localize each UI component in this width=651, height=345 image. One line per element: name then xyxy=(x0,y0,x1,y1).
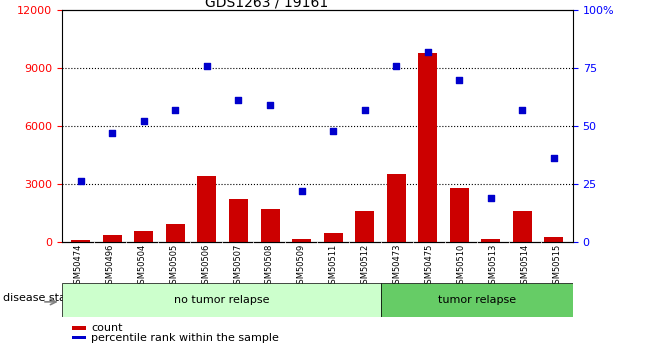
Bar xyxy=(544,237,563,242)
Text: no tumor relapse: no tumor relapse xyxy=(174,295,270,305)
Text: GSM50475: GSM50475 xyxy=(424,244,434,289)
Bar xyxy=(134,231,154,241)
Point xyxy=(486,195,496,200)
Text: GSM50507: GSM50507 xyxy=(233,244,242,289)
Point xyxy=(391,63,402,69)
Point xyxy=(517,107,527,112)
Bar xyxy=(513,211,532,241)
Bar xyxy=(197,176,216,242)
Bar xyxy=(292,239,311,241)
Bar xyxy=(450,188,469,241)
Text: GSM50506: GSM50506 xyxy=(201,244,210,289)
Point xyxy=(139,119,149,124)
Text: disease state: disease state xyxy=(3,294,77,303)
Point xyxy=(359,107,370,112)
Title: GDS1263 / 19161: GDS1263 / 19161 xyxy=(204,0,328,9)
Text: count: count xyxy=(92,323,123,333)
Point xyxy=(549,156,559,161)
Text: GSM50474: GSM50474 xyxy=(74,244,82,289)
Point xyxy=(454,77,465,82)
Point xyxy=(265,102,275,108)
Text: GSM50511: GSM50511 xyxy=(329,244,338,289)
Text: GSM50473: GSM50473 xyxy=(393,244,402,289)
Point xyxy=(76,179,86,184)
Bar xyxy=(62,283,381,317)
Text: GSM50514: GSM50514 xyxy=(520,244,529,289)
Point xyxy=(202,63,212,69)
Text: GSM50510: GSM50510 xyxy=(456,244,465,289)
Bar xyxy=(166,224,185,241)
Point xyxy=(328,128,339,133)
Text: GSM50508: GSM50508 xyxy=(265,244,274,289)
Text: GSM50512: GSM50512 xyxy=(361,244,370,289)
Bar xyxy=(419,53,437,241)
Bar xyxy=(355,211,374,241)
Bar xyxy=(481,239,501,241)
Text: GSM50509: GSM50509 xyxy=(297,244,306,289)
Text: GSM50515: GSM50515 xyxy=(553,244,561,289)
Text: tumor relapse: tumor relapse xyxy=(438,295,516,305)
Text: GSM50496: GSM50496 xyxy=(105,244,115,289)
Text: GSM50513: GSM50513 xyxy=(488,244,497,289)
Bar xyxy=(324,233,342,242)
Bar xyxy=(72,336,87,339)
Point xyxy=(233,98,243,103)
Bar xyxy=(381,283,573,317)
Point xyxy=(422,49,433,55)
Text: percentile rank within the sample: percentile rank within the sample xyxy=(92,333,279,343)
Text: GSM50505: GSM50505 xyxy=(169,244,178,289)
Text: GSM50504: GSM50504 xyxy=(137,244,146,289)
Bar xyxy=(72,326,87,330)
Bar xyxy=(103,235,122,242)
Bar xyxy=(72,239,90,241)
Point xyxy=(296,188,307,194)
Bar xyxy=(229,199,248,242)
Bar xyxy=(260,209,279,242)
Point xyxy=(170,107,180,112)
Point xyxy=(107,130,118,136)
Bar xyxy=(387,174,406,241)
